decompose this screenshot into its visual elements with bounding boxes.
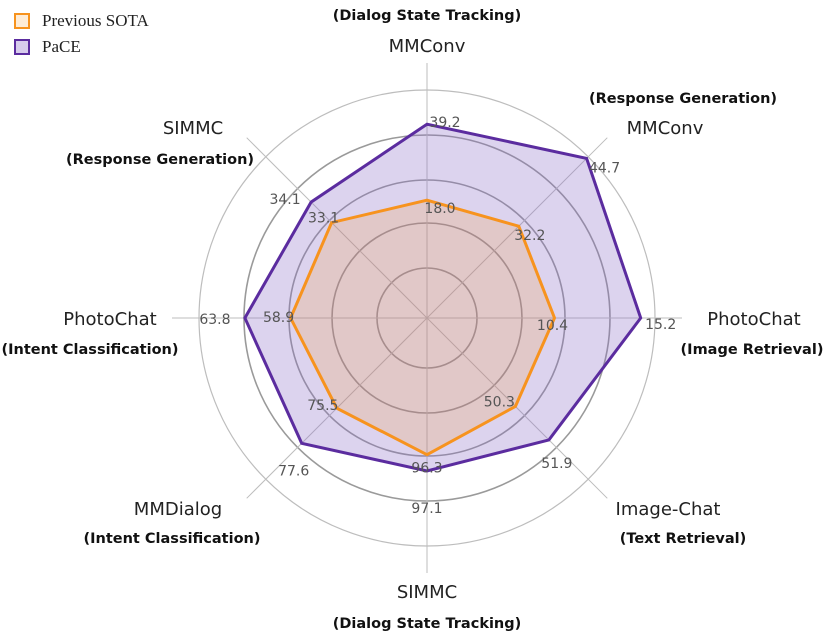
series-prev-polygon [288, 198, 557, 457]
value-label-pace: 39.2 [429, 115, 460, 131]
axis-label-dataset: MMConv [389, 36, 466, 57]
value-label-pace: 34.1 [269, 192, 300, 208]
value-label-pace: 63.8 [199, 312, 230, 328]
axis-spoke [246, 137, 428, 319]
value-label-pace: 15.2 [645, 317, 676, 333]
axis-label-dataset: PhotoChat [63, 309, 156, 330]
legend: Previous SOTA PaCE [14, 8, 149, 60]
axis-label-dataset: MMConv [627, 118, 704, 139]
axis-label-task: (Intent Classification) [84, 531, 261, 547]
value-label-prev: 50.3 [484, 394, 515, 410]
axis-label-task: (Dialog State Tracking) [333, 8, 522, 24]
legend-item-previous-sota: Previous SOTA [14, 8, 149, 34]
series-pace-polygon [243, 122, 643, 473]
legend-item-pace: PaCE [14, 34, 149, 60]
legend-label-previous-sota: Previous SOTA [42, 11, 149, 30]
axis-label-dataset: SIMMC [397, 582, 457, 603]
legend-swatch-pace [14, 39, 30, 55]
axis-label-dataset: PhotoChat [707, 309, 800, 330]
axis-label-task: (Intent Classification) [2, 342, 179, 358]
axis-spoke [426, 137, 608, 319]
axis-spoke [426, 317, 608, 499]
axis-label-task: (Response Generation) [66, 152, 254, 168]
value-label-pace: 77.6 [278, 463, 309, 479]
axis-label-task: (Image Retrieval) [681, 342, 824, 358]
axis-label-task: (Dialog State Tracking) [333, 616, 522, 632]
axis-label-dataset: MMDialog [134, 499, 222, 520]
legend-swatch-previous-sota [14, 13, 30, 29]
value-label-pace: 97.1 [411, 501, 442, 517]
value-label-prev: 58.9 [263, 310, 294, 326]
value-label-prev: 32.2 [514, 228, 545, 244]
legend-label-pace: PaCE [42, 37, 81, 56]
value-label-pace: 51.9 [541, 456, 572, 472]
value-label-prev: 10.4 [537, 318, 568, 334]
axis-label-dataset: SIMMC [163, 118, 223, 139]
axis-label-dataset: Image-Chat [616, 499, 721, 520]
value-label-prev: 33.1 [308, 211, 339, 227]
value-label-prev: 96.3 [411, 461, 442, 477]
axis-label-task: (Response Generation) [589, 91, 777, 107]
value-label-pace: 44.7 [589, 160, 620, 176]
value-label-prev: 18.0 [424, 201, 455, 217]
axis-label-task: (Text Retrieval) [620, 531, 746, 547]
value-label-prev: 75.5 [307, 398, 338, 414]
